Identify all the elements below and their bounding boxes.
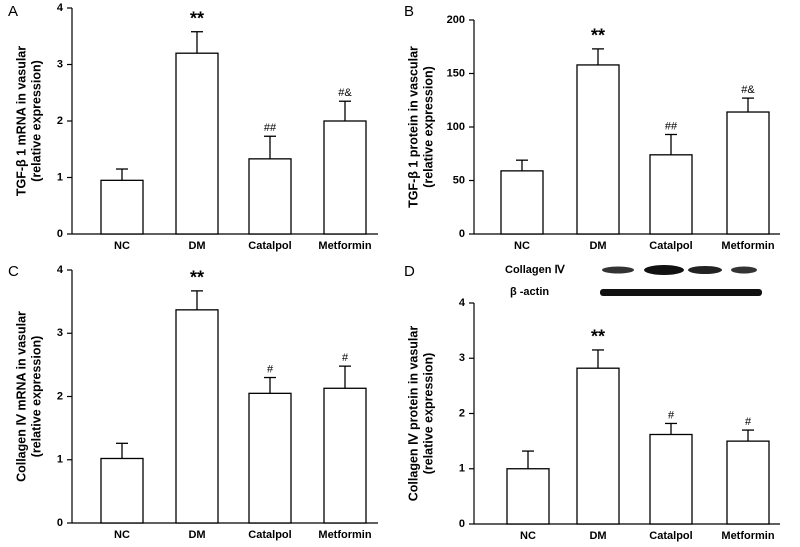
blot-band	[731, 266, 757, 274]
x-tick-label: Metformin	[721, 240, 774, 252]
y-axis-label: Collagen Ⅳ protein in vasular	[406, 326, 420, 502]
y-axis-label: (relative expression)	[421, 353, 435, 475]
x-tick-label: NC	[514, 240, 530, 252]
x-tick-label: NC	[114, 529, 130, 541]
significance-mark: #&	[741, 84, 755, 96]
blot-band	[644, 265, 684, 275]
significance-mark: **	[190, 8, 204, 28]
x-tick-label: DM	[188, 529, 205, 541]
y-tick-label: 4	[459, 297, 466, 309]
y-tick-label: 1	[459, 463, 465, 475]
significance-mark: #	[342, 352, 349, 364]
y-tick-label: 3	[57, 327, 63, 339]
y-axis-label: (relative expression)	[421, 66, 435, 188]
bar	[323, 387, 367, 524]
blot-band	[602, 266, 634, 274]
western-blot	[600, 265, 762, 296]
bar	[100, 179, 144, 235]
bar	[175, 52, 219, 235]
y-tick-label: 1	[57, 171, 63, 183]
bar	[500, 170, 544, 235]
significance-mark: #	[267, 363, 274, 375]
bar	[100, 457, 144, 524]
bar	[726, 111, 770, 235]
y-axis-label: (relative expression)	[29, 60, 43, 182]
y-tick-label: 4	[57, 2, 64, 14]
significance-mark: ##	[264, 122, 277, 134]
y-tick-label: 1	[57, 454, 63, 466]
bar	[576, 64, 620, 235]
significance-mark: **	[591, 327, 605, 347]
y-tick-label: 200	[447, 14, 465, 26]
y-axis-label: TGF-β 1 mRNA in vasular	[14, 46, 28, 196]
y-tick-label: 100	[447, 121, 465, 133]
x-tick-label: Metformin	[318, 529, 371, 541]
blot-label: Collagen Ⅳ	[505, 264, 566, 276]
significance-mark: #	[745, 416, 752, 428]
blot-band	[688, 266, 722, 274]
blot-band	[600, 289, 762, 296]
x-tick-label: Metformin	[318, 240, 371, 252]
y-tick-label: 2	[459, 407, 465, 419]
y-tick-label: 2	[57, 115, 63, 127]
x-tick-label: Catalpol	[248, 240, 291, 252]
bar	[323, 120, 367, 235]
y-tick-label: 0	[459, 518, 465, 530]
y-tick-label: 0	[57, 517, 63, 529]
x-tick-label: DM	[589, 240, 606, 252]
y-axis-label: TGF-β 1 protein in vascular	[406, 46, 420, 208]
significance-mark: #&	[338, 87, 352, 99]
y-tick-label: 0	[459, 228, 465, 240]
y-tick-label: 150	[447, 67, 465, 79]
panel-label: B	[404, 3, 414, 20]
panel-label: D	[404, 263, 415, 280]
x-tick-label: DM	[188, 240, 205, 252]
significance-mark: ##	[665, 120, 678, 132]
bar	[649, 154, 693, 235]
y-tick-label: 3	[57, 58, 63, 70]
x-tick-label: Catalpol	[649, 240, 692, 252]
x-tick-label: NC	[114, 240, 130, 252]
y-tick-label: 3	[459, 352, 465, 364]
bar	[248, 392, 292, 524]
panel-label: A	[8, 3, 18, 20]
bar	[726, 440, 770, 525]
x-tick-label: DM	[589, 530, 606, 542]
x-tick-label: Metformin	[721, 530, 774, 542]
x-tick-label: NC	[520, 530, 536, 542]
y-tick-label: 2	[57, 390, 63, 402]
y-tick-label: 4	[57, 264, 64, 276]
bar	[506, 468, 550, 525]
y-axis-label: (relative expression)	[29, 336, 43, 458]
y-axis-label: Collagen Ⅳ mRNA in vasular	[14, 311, 28, 482]
x-tick-label: Catalpol	[248, 529, 291, 541]
y-tick-label: 50	[453, 174, 465, 186]
panel-label: C	[8, 263, 19, 280]
blot-label: β -actin	[510, 286, 549, 298]
x-tick-label: Catalpol	[649, 530, 692, 542]
bar	[175, 309, 219, 524]
bar	[649, 433, 693, 525]
significance-mark: #	[668, 409, 675, 421]
significance-mark: **	[591, 26, 605, 46]
bar	[248, 158, 292, 235]
bar	[576, 367, 620, 525]
significance-mark: **	[190, 268, 204, 288]
y-tick-label: 0	[57, 228, 63, 240]
